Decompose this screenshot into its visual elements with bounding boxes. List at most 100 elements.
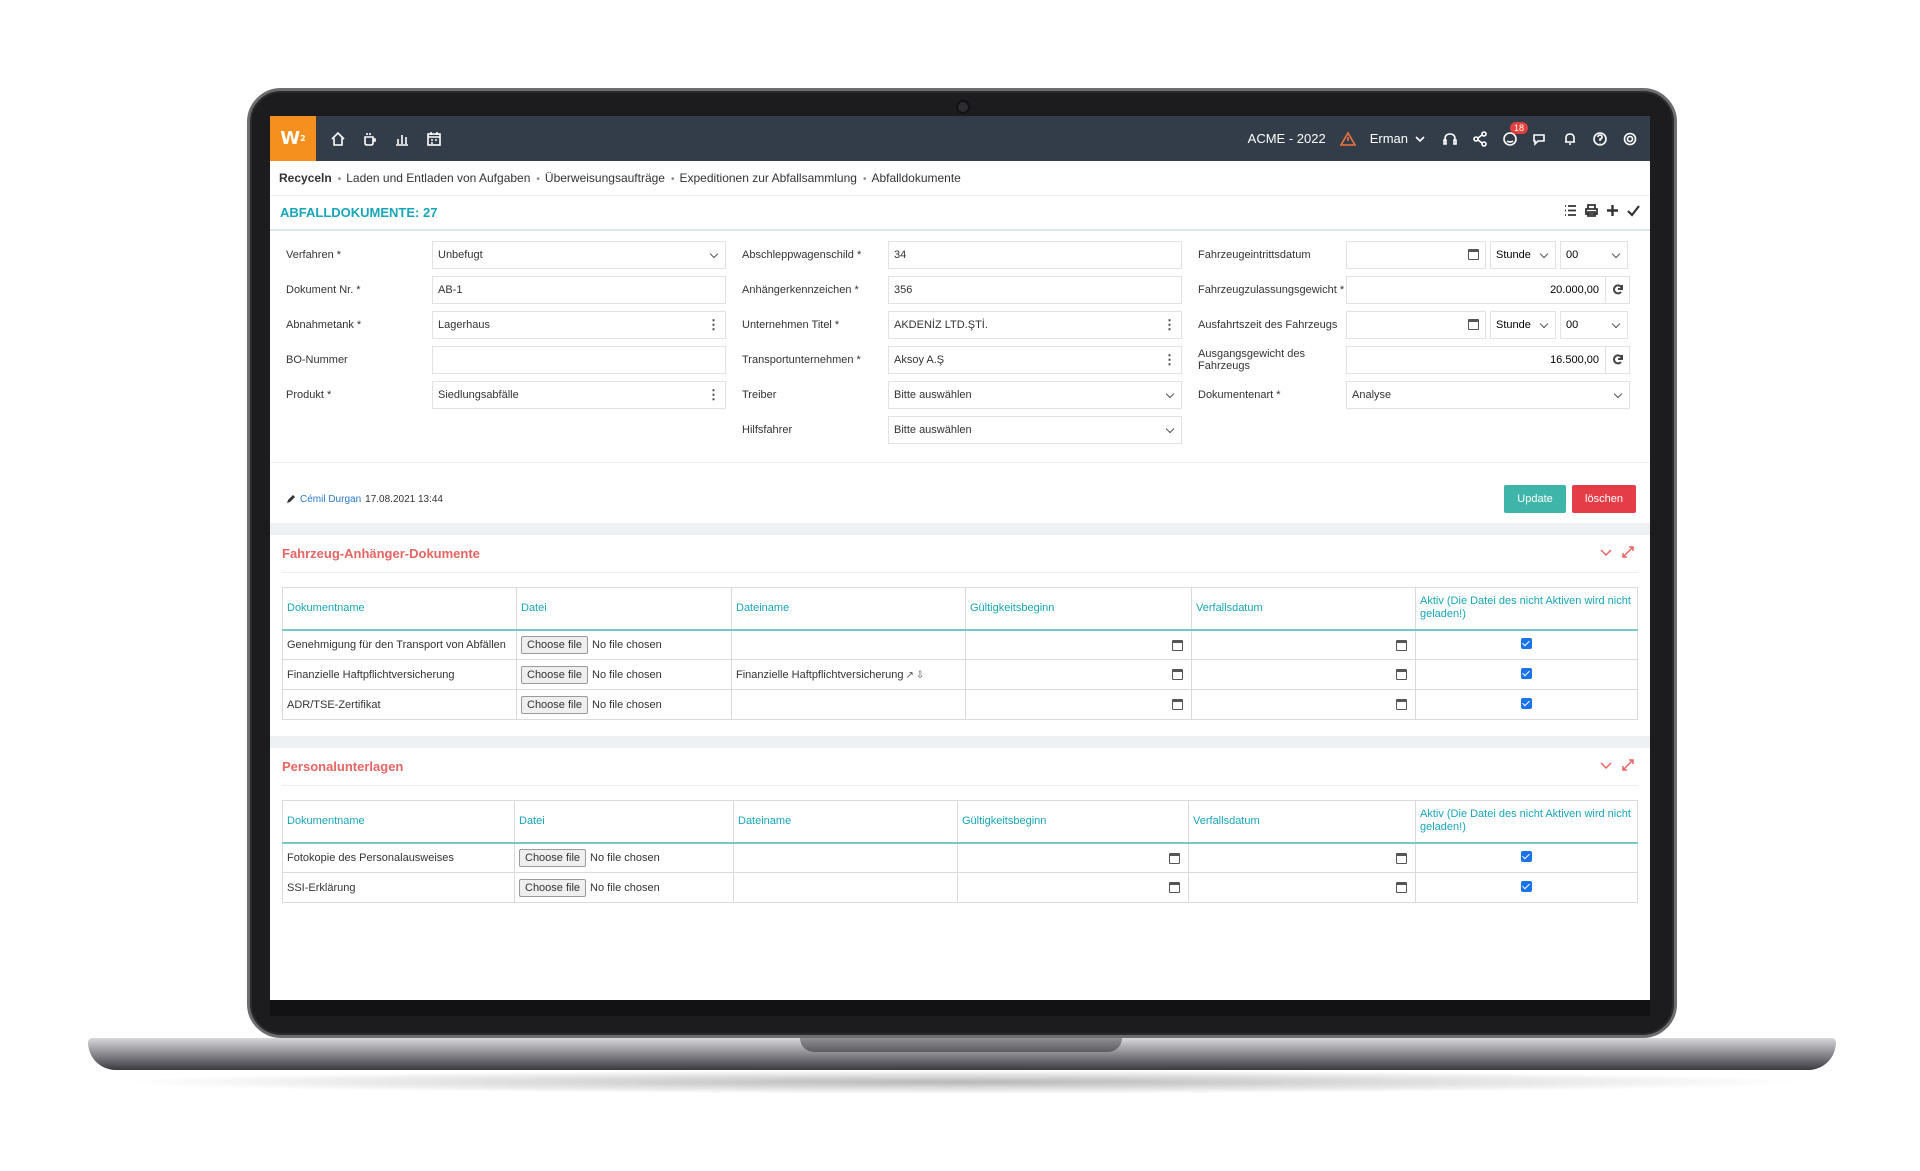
smiley-icon[interactable]: 18 (1502, 121, 1528, 147)
expiry-date-input[interactable] (1188, 842, 1416, 873)
valid-from-input[interactable] (965, 629, 1192, 660)
expand-icon[interactable] (1622, 758, 1634, 776)
no-file-label: No file chosen (592, 638, 662, 651)
active-checkbox[interactable] (1521, 637, 1532, 649)
user-name: Erman (1369, 131, 1408, 146)
choose-file-button[interactable]: Choose file (519, 878, 587, 897)
transportunternehmen-input[interactable]: Aksoy A.Ş ⋮ (888, 346, 1182, 374)
print-icon[interactable] (1585, 203, 1598, 222)
file-input[interactable]: Choose file No file chosen (521, 665, 662, 684)
file-input[interactable]: Choose file No file chosen (521, 695, 662, 714)
active-checkbox[interactable] (1521, 697, 1532, 709)
active-checkbox[interactable] (1521, 667, 1532, 679)
field-label: Abschleppwagenschild * (742, 249, 862, 261)
calendar-icon (1396, 669, 1407, 680)
user-menu[interactable]: Erman (1370, 131, 1428, 147)
home-icon[interactable] (330, 131, 346, 147)
field-value: Lagerhaus (438, 319, 490, 331)
expiry-date-input[interactable] (1188, 872, 1416, 903)
refresh-icon[interactable] (1606, 276, 1630, 304)
more-icon[interactable]: ⋮ (1163, 317, 1176, 332)
collapse-icon[interactable] (1600, 545, 1612, 563)
entry-hour-select[interactable]: Stunde (1490, 241, 1556, 269)
breadcrumb-item[interactable]: Recyceln (279, 171, 332, 185)
expand-icon[interactable] (1622, 545, 1634, 563)
cup-icon[interactable] (362, 131, 378, 147)
treiber-select[interactable]: Bitte auswählen (888, 381, 1182, 409)
calendar-icon[interactable] (426, 131, 442, 147)
exit-minute-select[interactable]: 00 (1560, 311, 1628, 339)
form-column-1: Verfahren * Unbefugt Dokument Nr. * AB-1 A… (284, 241, 740, 444)
choose-file-button[interactable]: Choose file (521, 665, 589, 684)
more-icon[interactable]: ⋮ (707, 317, 720, 332)
gear-icon[interactable] (1622, 131, 1638, 147)
choose-file-button[interactable]: Choose file (521, 635, 589, 654)
unternehmen-titel-input[interactable]: AKDENİZ LTD.ŞTİ. ⋮ (888, 311, 1182, 339)
headset-icon[interactable] (1442, 131, 1458, 147)
exit-date-input[interactable] (1346, 311, 1486, 339)
field-label: Unternehmen Titel * (742, 319, 840, 331)
expiry-date-input[interactable] (1191, 689, 1416, 720)
share-icon[interactable] (1472, 130, 1488, 147)
check-icon[interactable] (1627, 204, 1640, 222)
warning-icon[interactable] (1339, 130, 1356, 147)
page-header: ABFALLDOKUMENTE: 27 (270, 195, 1650, 231)
breadcrumb-item[interactable]: Überweisungsaufträge (536, 171, 665, 185)
file-name[interactable]: Finanzielle Haftpflichtversicherung (736, 668, 904, 681)
help-icon[interactable] (1592, 131, 1608, 147)
bell-icon[interactable] (1562, 131, 1578, 147)
company-selector[interactable]: ACME - 2022 (1247, 131, 1326, 146)
file-input[interactable]: Choose file No file chosen (519, 848, 660, 867)
active-checkbox[interactable] (1521, 880, 1532, 892)
valid-from-input[interactable] (965, 659, 1192, 690)
more-icon[interactable]: ⋮ (707, 387, 720, 402)
dokument-nr-input[interactable]: AB-1 (432, 276, 726, 304)
weight-in-input[interactable]: 20.000,00 (1346, 276, 1606, 304)
editor-link[interactable]: Cémil Durgan (300, 493, 362, 505)
file-input[interactable]: Choose file No file chosen (519, 878, 660, 897)
expiry-date-input[interactable] (1191, 629, 1416, 660)
breadcrumb-item[interactable]: Abfalldokumente (863, 171, 960, 185)
bar-chart-icon[interactable] (394, 131, 410, 147)
list-icon[interactable] (1564, 204, 1577, 222)
abnahmetank-input[interactable]: Lagerhaus ⋮ (432, 311, 726, 339)
vehicle-documents-section: Fahrzeug-Anhänger-Dokumente Dokumentname… (270, 535, 1650, 736)
breadcrumb-item[interactable]: Laden und Entladen von Aufgaben (338, 171, 530, 185)
collapse-icon[interactable] (1600, 758, 1612, 776)
file-input[interactable]: Choose file No file chosen (521, 635, 662, 654)
refresh-icon[interactable] (1606, 346, 1630, 374)
exit-hour-select[interactable]: Stunde (1490, 311, 1556, 339)
update-button[interactable]: Update (1504, 485, 1566, 513)
valid-from-input[interactable] (965, 689, 1192, 720)
entry-minute-select[interactable]: 00 (1560, 241, 1628, 269)
download-icon[interactable]: ⇩ (915, 669, 925, 681)
plus-icon[interactable] (1606, 204, 1619, 222)
delete-button[interactable]: löschen (1572, 485, 1636, 513)
weight-out-input[interactable]: 16.500,00 (1346, 346, 1606, 374)
anhaengerkennzeichen-input[interactable]: 356 (888, 276, 1182, 304)
document-name: Finanzielle Haftpflichtversicherung (282, 659, 517, 690)
choose-file-button[interactable]: Choose file (519, 848, 587, 867)
entry-date-input[interactable] (1346, 241, 1486, 269)
chat-icon[interactable] (1532, 131, 1548, 147)
column-header: Datei (516, 587, 732, 631)
table-row: SSI-Erklärung Choose file No file chosen (282, 872, 1638, 903)
hilfsfahrer-select[interactable]: Bitte auswählen (888, 416, 1182, 444)
valid-from-input[interactable] (957, 872, 1189, 903)
expiry-date-input[interactable] (1191, 659, 1416, 690)
choose-file-button[interactable]: Choose file (521, 695, 589, 714)
dokumentenart-select[interactable]: Analyse (1346, 381, 1630, 409)
more-icon[interactable]: ⋮ (1163, 352, 1176, 367)
verfahren-select[interactable]: Unbefugt (432, 241, 726, 269)
breadcrumb-item[interactable]: Expeditionen zur Abfallsammlung (671, 171, 857, 185)
valid-from-input[interactable] (957, 842, 1189, 873)
abschleppwagenschild-input[interactable]: 34 (888, 241, 1182, 269)
active-checkbox[interactable] (1521, 850, 1532, 862)
bo-nummer-input[interactable] (432, 346, 726, 374)
external-link-icon[interactable]: ↗ (905, 669, 914, 681)
section-title: Fahrzeug-Anhänger-Dokumente (282, 546, 480, 561)
produkt-input[interactable]: Siedlungsabfälle ⋮ (432, 381, 726, 409)
calendar-icon (1396, 699, 1407, 710)
